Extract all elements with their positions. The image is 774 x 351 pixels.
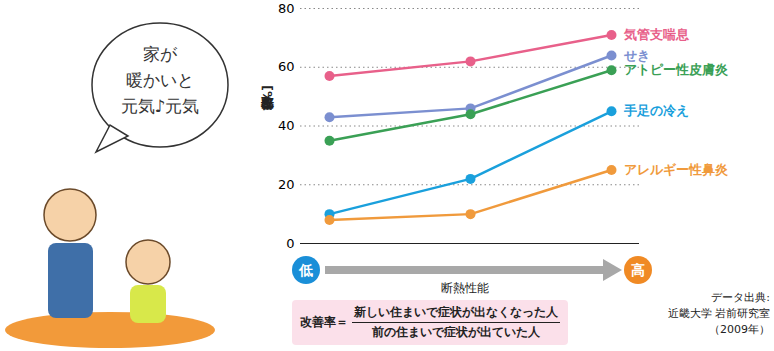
svg-text:60: 60: [278, 59, 295, 74]
html-text:（2009年）: （2009年）: [709, 323, 770, 336]
svg-text:高: 高: [631, 262, 645, 278]
svg-text:0: 0: [286, 236, 294, 251]
svg-text:80: 80: [278, 1, 295, 16]
html-text:改善率[%]: 改善率[%]: [260, 85, 275, 110]
svg-text:アトピー性皮膚炎: アトピー性皮膚炎: [624, 62, 728, 77]
svg-text:気管支喘息: 気管支喘息: [623, 27, 690, 42]
svg-text:手足の冷え: 手足の冷え: [623, 103, 689, 118]
svg-text:元気♪元気: 元気♪元気: [121, 96, 200, 116]
html-text:改善率＝: 改善率＝: [300, 315, 348, 329]
svg-text:暖かいと: 暖かいと: [126, 70, 194, 90]
svg-text:断熱性能: 断熱性能: [441, 281, 489, 295]
svg-text:20: 20: [278, 177, 295, 192]
html-text:近畿大学 岩前研究室: 近畿大学 岩前研究室: [667, 307, 770, 320]
html-text:データ出典:: データ出典:: [711, 291, 770, 304]
html-text:新しい住まいで症状が出なくなった人: 新しい住まいで症状が出なくなった人: [354, 305, 558, 319]
svg-text:40: 40: [278, 118, 295, 133]
svg-text:低: 低: [298, 262, 313, 278]
svg-text:アレルギー性鼻炎: アレルギー性鼻炎: [624, 162, 728, 177]
svg-text:家が: 家が: [143, 44, 178, 64]
svg-text:せき: せき: [623, 48, 650, 63]
html-text:前の住まいで症状が出ていた人: 前の住まいで症状が出ていた人: [372, 325, 540, 339]
